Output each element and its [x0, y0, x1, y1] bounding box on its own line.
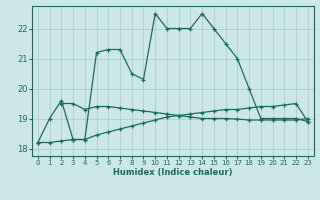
- X-axis label: Humidex (Indice chaleur): Humidex (Indice chaleur): [113, 168, 233, 177]
